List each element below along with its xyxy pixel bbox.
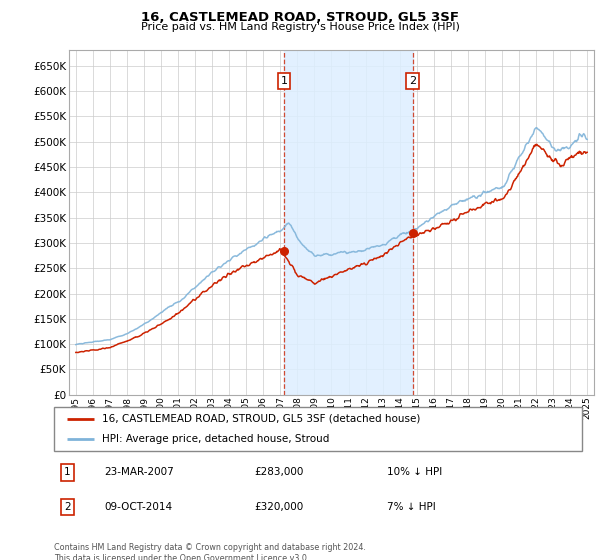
- Text: £320,000: £320,000: [254, 502, 304, 512]
- Text: Contains HM Land Registry data © Crown copyright and database right 2024.
This d: Contains HM Land Registry data © Crown c…: [54, 543, 366, 560]
- Text: 1: 1: [64, 468, 71, 478]
- Text: 16, CASTLEMEAD ROAD, STROUD, GL5 3SF: 16, CASTLEMEAD ROAD, STROUD, GL5 3SF: [141, 11, 459, 24]
- Text: 1: 1: [281, 76, 287, 86]
- Text: 23-MAR-2007: 23-MAR-2007: [104, 468, 174, 478]
- Text: 16, CASTLEMEAD ROAD, STROUD, GL5 3SF (detached house): 16, CASTLEMEAD ROAD, STROUD, GL5 3SF (de…: [101, 414, 420, 424]
- Bar: [284, 50, 413, 395]
- Text: 10% ↓ HPI: 10% ↓ HPI: [386, 468, 442, 478]
- Text: 7% ↓ HPI: 7% ↓ HPI: [386, 502, 436, 512]
- FancyBboxPatch shape: [54, 407, 582, 451]
- Text: HPI: Average price, detached house, Stroud: HPI: Average price, detached house, Stro…: [101, 434, 329, 444]
- Text: £283,000: £283,000: [254, 468, 304, 478]
- Text: 2: 2: [409, 76, 416, 86]
- Text: 09-OCT-2014: 09-OCT-2014: [104, 502, 172, 512]
- Text: Price paid vs. HM Land Registry's House Price Index (HPI): Price paid vs. HM Land Registry's House …: [140, 22, 460, 32]
- Text: 2: 2: [64, 502, 71, 512]
